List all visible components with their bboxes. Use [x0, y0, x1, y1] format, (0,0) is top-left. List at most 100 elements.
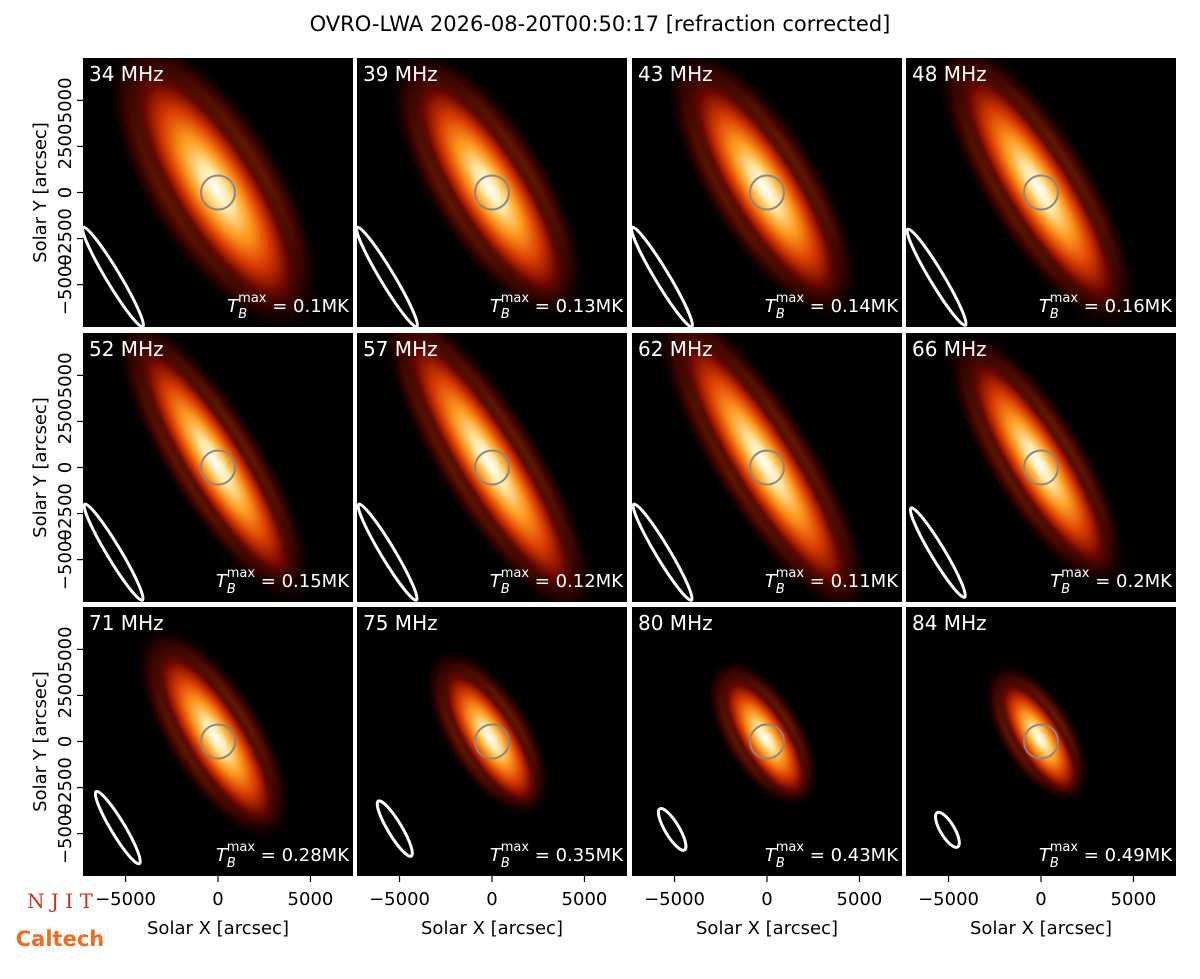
x-tick-label: 5000	[288, 889, 334, 910]
beam	[93, 789, 142, 866]
y-tick-label: 2500	[55, 673, 76, 719]
y-tick-label: 0	[55, 462, 76, 473]
x-axis-label: Solar X [arcsec]	[970, 918, 1112, 939]
y-axis-label: Solar Y [arcsec]	[30, 671, 51, 812]
tb-text: = 0.14MK	[804, 296, 899, 317]
beam	[632, 502, 694, 602]
x-tick-label: −5000	[918, 889, 979, 910]
tb-sup: max	[501, 291, 530, 306]
tb-sub: B	[227, 582, 236, 597]
image	[83, 607, 353, 876]
tb-text: = 0.49MK	[1078, 845, 1173, 866]
x-tick-label: 0	[486, 889, 497, 910]
beam	[908, 506, 967, 599]
tb-sub: B	[501, 307, 510, 322]
panel: 80 MHz TBmax = 0.43MK −5000 0 5000 Solar X [a…	[632, 607, 902, 939]
tb-sup: max	[776, 840, 805, 855]
tb-sup: max	[776, 291, 805, 306]
y-axis-label: Solar Y [arcsec]	[30, 397, 51, 538]
panel: 52 MHz TBmax = 0.15MK −5000−2500 0 25005000S…	[30, 333, 353, 602]
beam	[83, 502, 145, 602]
frequency-label: 66 MHz	[912, 337, 987, 361]
y-tick-label: −2500	[55, 483, 76, 544]
panel: 39 MHz TBmax = 0.13MK	[357, 58, 627, 327]
solar-disk	[749, 174, 785, 211]
tb-text: = 0.43MK	[804, 845, 899, 866]
x-tick-label: −5000	[369, 889, 430, 910]
tb-sup: max	[501, 566, 530, 581]
tb-sub: B	[238, 307, 247, 322]
panel: 75 MHz TBmax = 0.35MK −5000 0 5000 Solar X [a…	[357, 607, 627, 939]
frequency-label: 34 MHz	[89, 62, 164, 86]
frequency-label: 43 MHz	[638, 62, 713, 86]
solar-disk	[474, 723, 510, 760]
frequency-label: 62 MHz	[638, 337, 713, 361]
tb-max-label: TBmax = 0.28MK	[216, 840, 350, 871]
frequency-label: 71 MHz	[89, 611, 164, 635]
solar-disk	[474, 174, 510, 211]
tb-sup: max	[227, 840, 256, 855]
emission	[672, 333, 858, 602]
tb-max-label: TBmax = 0.12MK	[490, 566, 624, 597]
tb-sup: max	[1050, 840, 1079, 855]
tb-symbol: T	[765, 296, 778, 317]
emission	[961, 347, 1117, 580]
tb-sub: B	[501, 856, 510, 871]
y-tick-label: −2500	[55, 757, 76, 818]
emission	[718, 672, 812, 803]
x-tick-label: 5000	[1111, 889, 1157, 910]
y-tick-label: −5000	[55, 803, 76, 864]
tb-symbol: T	[765, 571, 778, 592]
solar-disk	[200, 723, 236, 760]
image	[906, 333, 1176, 602]
x-tick-label: 5000	[562, 889, 608, 910]
tb-max-label: TBmax = 0.35MK	[490, 840, 624, 871]
frequency-label: 52 MHz	[89, 337, 164, 361]
y-tick-label: 5000	[55, 626, 76, 672]
tb-sub: B	[776, 856, 785, 871]
y-tick-label: 5000	[55, 77, 76, 123]
tb-max-label: TBmax = 0.16MK	[1039, 291, 1173, 322]
emission	[995, 676, 1083, 799]
tb-symbol: T	[216, 845, 229, 866]
emission	[126, 58, 306, 319]
tb-text: = 0.15MK	[255, 571, 350, 592]
beam	[357, 225, 419, 327]
image	[83, 333, 353, 602]
frequency-label: 48 MHz	[912, 62, 987, 86]
solar-disk	[1023, 174, 1059, 211]
x-tick-label: −5000	[95, 889, 156, 910]
emission	[438, 663, 542, 812]
tb-sup: max	[1050, 291, 1079, 306]
tb-sub: B	[227, 856, 236, 871]
tb-sup: max	[1061, 566, 1090, 581]
y-tick-label: 2500	[55, 399, 76, 445]
x-tick-label: 0	[1035, 889, 1046, 910]
image	[357, 333, 627, 602]
tb-max-label: TBmax = 0.11MK	[765, 566, 899, 597]
image	[632, 58, 902, 327]
tb-sub: B	[501, 582, 510, 597]
x-tick-label: 0	[761, 889, 772, 910]
beam	[375, 799, 414, 858]
emission	[150, 642, 282, 833]
y-tick-label: 5000	[55, 352, 76, 398]
tb-symbol: T	[1039, 845, 1052, 866]
frequency-label: 84 MHz	[912, 611, 987, 635]
image	[83, 58, 353, 327]
x-tick-label: 0	[212, 889, 223, 910]
tb-symbol: T	[1050, 571, 1063, 592]
tb-text: = 0.13MK	[529, 296, 624, 317]
y-tick-label: 0	[55, 187, 76, 198]
frequency-label: 39 MHz	[363, 62, 438, 86]
tb-text: = 0.28MK	[255, 845, 350, 866]
tb-text: = 0.16MK	[1078, 296, 1173, 317]
image	[906, 58, 1176, 327]
tb-sup: max	[227, 566, 256, 581]
solar-disk	[749, 723, 785, 760]
tb-max-label: TBmax = 0.2MK	[1050, 566, 1173, 597]
tb-sub: B	[776, 582, 785, 597]
image	[906, 607, 1176, 876]
